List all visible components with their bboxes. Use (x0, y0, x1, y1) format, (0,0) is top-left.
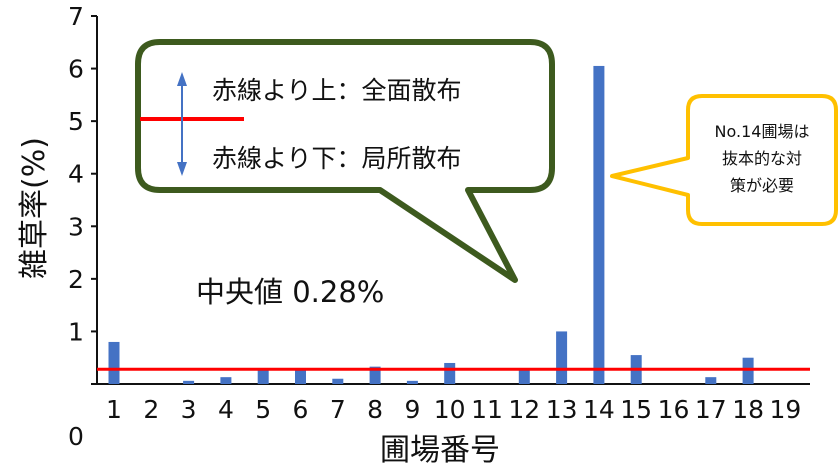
bar-field-5 (257, 369, 269, 384)
x-tick-label: 15 (620, 395, 652, 424)
x-tick-label: 17 (695, 395, 727, 424)
bar-field-12 (518, 369, 530, 384)
bar-field-4 (220, 377, 232, 384)
bars (108, 65, 754, 384)
x-tick-label: 1 (106, 395, 122, 424)
bar-field-7 (332, 378, 344, 384)
bar-field-6 (295, 369, 306, 384)
y-tick-label: 3 (68, 212, 84, 241)
callout-line-3: 策が必要 (730, 176, 794, 195)
x-tick-label: 2 (143, 395, 159, 424)
x-axis-title: 圃場番号 (380, 433, 500, 465)
bar-field-8 (369, 366, 381, 384)
x-tick-label: 6 (293, 395, 309, 424)
x-tick-label: 10 (434, 395, 466, 424)
median-label: 中央値 0.28% (196, 275, 384, 309)
legend-bubble (135, 39, 555, 283)
x-tick-label: 11 (471, 395, 503, 424)
y-tick-label: 0 (68, 422, 84, 451)
bar-field-10 (444, 362, 456, 384)
bar-field-14 (593, 65, 605, 384)
x-tick-label: 12 (508, 395, 540, 424)
x-tick-label: 9 (404, 395, 420, 424)
x-tick-label: 16 (658, 395, 690, 424)
x-tick-label: 4 (218, 395, 234, 424)
x-tick-label: 13 (546, 395, 578, 424)
x-tick-label: 5 (255, 395, 271, 424)
y-tick-labels: 0 1 2 3 4 5 6 7 (68, 2, 84, 451)
bar-field-3 (183, 380, 195, 384)
y-tick-label: 6 (68, 55, 84, 84)
bar-field-13 (556, 331, 568, 384)
y-tick-label: 4 (68, 160, 84, 189)
x-tick-label: 7 (330, 395, 346, 424)
x-tick-label: 14 (583, 395, 615, 424)
bar-field-1 (108, 341, 120, 384)
y-axis-title: 雑草率(%) (17, 137, 52, 279)
legend-arrow (177, 72, 187, 176)
legend-above-text: 赤線より上：全面散布 (212, 76, 462, 105)
y-tick-label: 5 (68, 107, 84, 136)
y-tick-label: 2 (68, 265, 84, 294)
bar-field-17 (705, 377, 717, 384)
legend-below-text: 赤線より下：局所散布 (212, 144, 462, 173)
callout-bubble (610, 94, 838, 226)
x-tick-label: 18 (732, 395, 764, 424)
y-tick-label: 1 (68, 317, 84, 346)
x-tick-label: 3 (181, 395, 197, 424)
callout-line-1: No.14圃場は (715, 122, 810, 141)
y-tick-label: 7 (68, 2, 84, 31)
x-tick-label: 19 (769, 395, 801, 424)
callout-line-2: 抜本的な対 (722, 149, 802, 168)
bar-field-18 (742, 357, 754, 384)
x-tick-labels: 1 2 3 4 5 6 7 8 9 10 11 12 13 14 15 16 17 18 19 (106, 395, 801, 424)
bar-field-9 (406, 380, 418, 384)
x-tick-label: 8 (367, 395, 383, 424)
